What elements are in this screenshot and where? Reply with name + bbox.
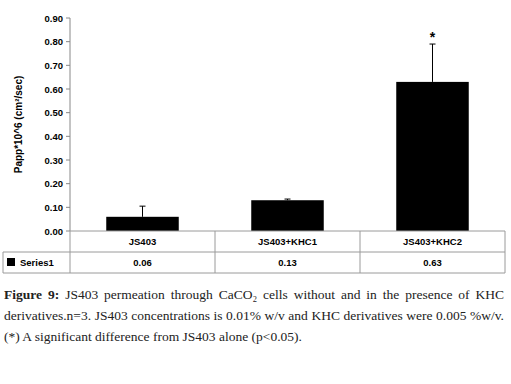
data-label: 0.06	[133, 257, 152, 268]
y-axis	[70, 18, 71, 231]
table-line	[215, 231, 216, 273]
bar	[251, 200, 324, 231]
data-label: 0.13	[278, 257, 297, 268]
y-tick	[66, 65, 70, 66]
y-tick	[66, 89, 70, 90]
table-line	[70, 231, 71, 273]
error-bar-stem	[142, 206, 143, 217]
y-tick	[66, 18, 70, 19]
y-tick-label: 0.00	[45, 226, 64, 237]
error-bar	[285, 199, 291, 200]
x-tick-label: JS403+KHC1	[258, 236, 318, 247]
caption-label: Figure 9:	[4, 287, 59, 302]
legend-label: Series1	[20, 257, 55, 268]
y-tick-label: 0.70	[45, 60, 64, 71]
bar	[396, 82, 469, 231]
y-tick	[66, 207, 70, 208]
bar	[106, 217, 179, 231]
y-tick-label: 0.40	[45, 131, 64, 142]
caption-text: JS403 permeation through CaCO₂ cells wit…	[4, 287, 504, 344]
x-tick-label: JS403	[129, 236, 156, 247]
y-tick-label: 0.80	[45, 36, 64, 47]
y-tick	[66, 136, 70, 137]
y-tick	[66, 231, 70, 232]
y-tick-label: 0.60	[45, 84, 64, 95]
y-axis-label: Papp*10^6 (cm²/sec)	[13, 76, 24, 174]
error-bar	[140, 206, 146, 217]
x-axis	[70, 231, 505, 232]
y-tick	[66, 112, 70, 113]
error-bar-cap	[140, 206, 146, 207]
y-tick	[66, 183, 70, 184]
y-tick-label: 0.20	[45, 178, 64, 189]
legend-swatch	[7, 258, 15, 266]
data-label: 0.63	[423, 257, 442, 268]
y-tick-label: 0.90	[45, 13, 64, 24]
annotation: *	[430, 29, 436, 45]
table-line	[360, 231, 361, 273]
x-tick-label: JS403+KHC2	[403, 236, 462, 247]
table-line	[505, 231, 506, 273]
caption: Figure 9: JS403 permeation through CaCO₂…	[4, 284, 504, 347]
table-line	[3, 252, 4, 273]
error-bar-stem	[432, 44, 433, 82]
error-bar-cap	[285, 199, 291, 200]
plot-marks	[106, 44, 469, 231]
table-line	[3, 252, 505, 253]
error-bar	[430, 44, 436, 82]
y-tick-label: 0.30	[45, 155, 64, 166]
table-line	[3, 273, 505, 274]
y-tick	[66, 160, 70, 161]
y-tick-label: 0.50	[45, 107, 64, 118]
y-tick	[66, 41, 70, 42]
y-tick-label: 0.10	[45, 202, 64, 213]
